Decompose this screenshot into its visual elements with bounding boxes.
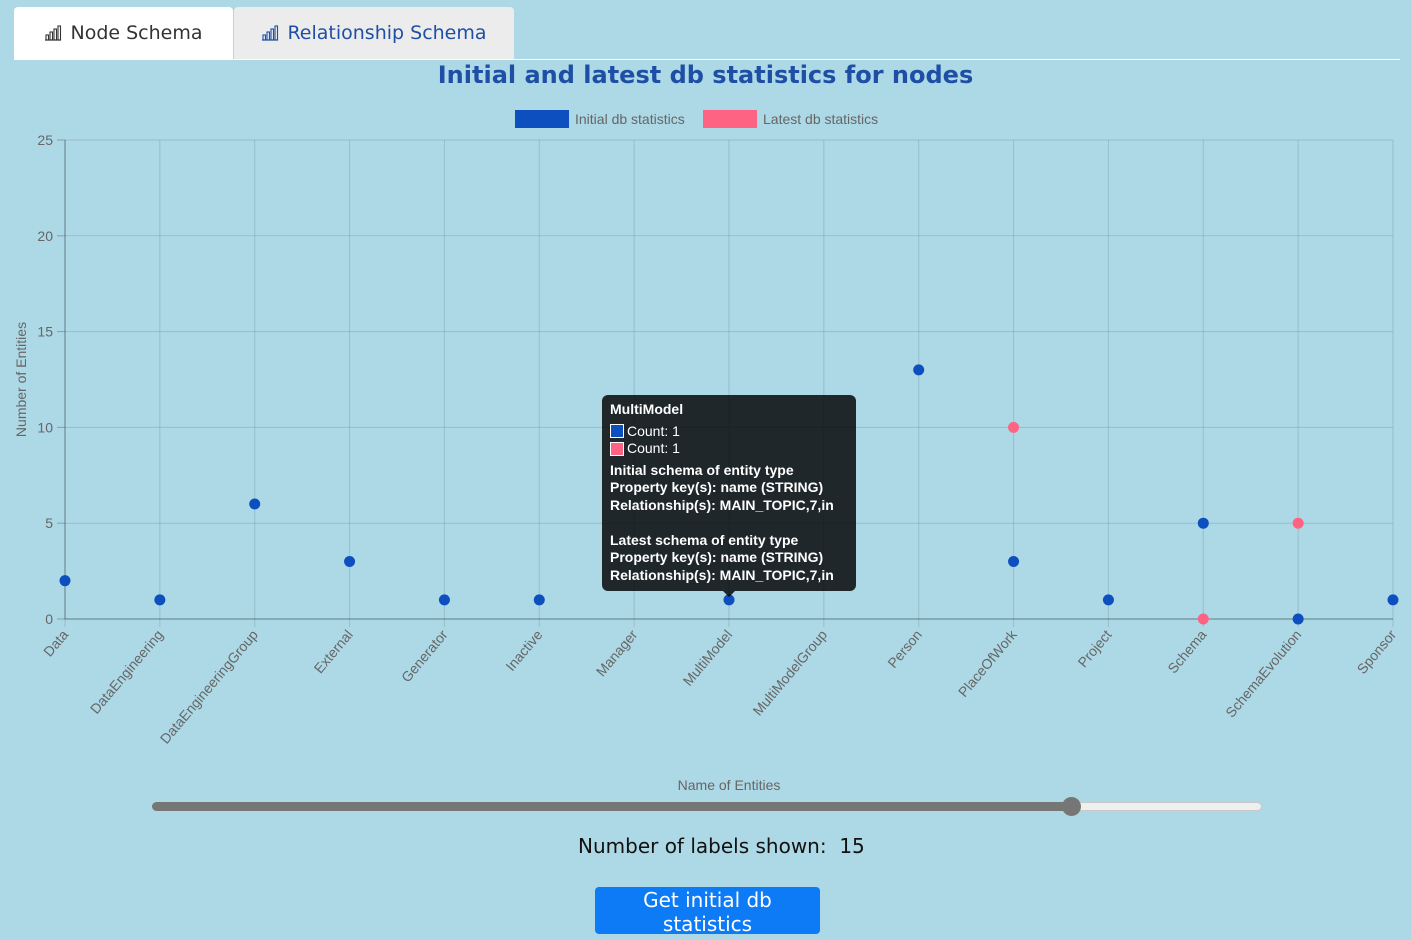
bar-chart-icon [45,25,62,41]
x-tick-label: Sponsor [1354,626,1400,676]
tooltip-count-initial: Count: 1 [627,422,680,439]
point-latest[interactable] [1008,421,1020,433]
slider-fill [152,802,1072,811]
slider-thumb[interactable] [1062,797,1081,816]
tooltip-title: MultiModel [610,401,684,417]
x-axis-title: Name of Entities [677,777,781,793]
tooltip-row-latest: Count: 1 [610,440,848,458]
point-initial[interactable] [1387,594,1399,606]
tab-node-schema[interactable]: Node Schema [14,7,233,59]
tab-node-schema-label: Node Schema [70,22,203,44]
y-tick-label: 10 [37,419,53,435]
x-tick-label: Project [1074,627,1114,671]
get-initial-db-statistics-button[interactable]: Get initial db statistics [595,887,820,936]
x-tick-label: External [311,627,356,677]
y-tick-label: 20 [37,228,53,244]
y-tick-label: 25 [37,132,53,148]
tab-bar: Node Schema Relationship Schema [14,7,1400,60]
x-tick-label: SchemaEvolution [1222,627,1304,721]
tab-relationship-schema[interactable]: Relationship Schema [234,7,514,59]
legend-label-latest: Latest db statistics [763,111,879,127]
x-tick-label: Inactive [502,626,545,673]
tooltip-body: Initial schema of entity type Property k… [610,461,834,583]
point-initial[interactable] [913,364,925,376]
tooltip-swatch-initial [610,424,624,439]
tooltip-swatch-latest [610,441,624,456]
x-tick-label: DataEngineering [87,627,166,717]
legend-label-initial: Initial db statistics [575,111,685,127]
point-initial[interactable] [533,594,545,606]
x-tick-label: Manager [593,626,641,679]
x-tick-label: DataEngineeringGroup [157,626,261,746]
point-initial[interactable] [344,556,356,568]
point-initial[interactable] [723,594,735,606]
legend-swatch-latest [703,110,757,128]
point-initial[interactable] [249,498,261,510]
legend-item-initial[interactable]: Initial db statistics [515,110,685,128]
labels-shown-label: Number of labels shown: [578,834,827,858]
x-tick-label: MultiModelGroup [749,626,830,718]
x-tick-label: Schema [1164,626,1209,676]
y-tick-label: 5 [45,515,53,531]
x-tick-label: MultiModel [680,627,736,689]
point-latest[interactable] [1197,613,1209,625]
point-latest[interactable] [1292,517,1304,529]
point-initial[interactable] [1292,613,1304,625]
tooltip-count-latest: Count: 1 [627,440,680,456]
chart-legend: Initial db statistics Latest db statisti… [0,110,1411,130]
point-initial[interactable] [59,575,71,587]
point-initial[interactable] [154,594,166,606]
labels-shown-value: 15 [839,834,865,858]
y-tick-label: 15 [37,324,53,340]
bar-chart-icon [262,25,279,41]
chart-tooltip: MultiModel Count: 1 Count: 1 Initial sch… [602,395,856,597]
labels-shown: Number of labels shown: 15 [578,834,865,858]
scatter-chart: 0 5 10 15 20 25 Data DataEngineeringDataEnginee… [13,132,1400,747]
legend-item-latest[interactable]: Latest db statistics [703,110,878,128]
y-axis-title: Number of Entities [13,322,29,437]
x-tick-label: Data [40,626,71,659]
tooltip-caret [723,591,735,597]
point-initial[interactable] [438,594,450,606]
x-tick-label: PlaceOfWork [955,626,1021,700]
y-tick-label: 0 [45,611,53,627]
labels-slider[interactable] [152,797,1262,817]
x-tick-label: Generator [398,626,451,685]
point-initial[interactable] [1197,517,1209,529]
x-tick-label: Person [884,627,925,671]
tab-relationship-schema-label: Relationship Schema [287,22,487,44]
point-initial[interactable] [1102,594,1114,606]
point-initial[interactable] [1008,556,1020,568]
chart-title: Initial and latest db statistics for nod… [437,61,974,89]
legend-swatch-initial [515,110,569,128]
tooltip-row-initial: Count: 1 [610,423,848,441]
